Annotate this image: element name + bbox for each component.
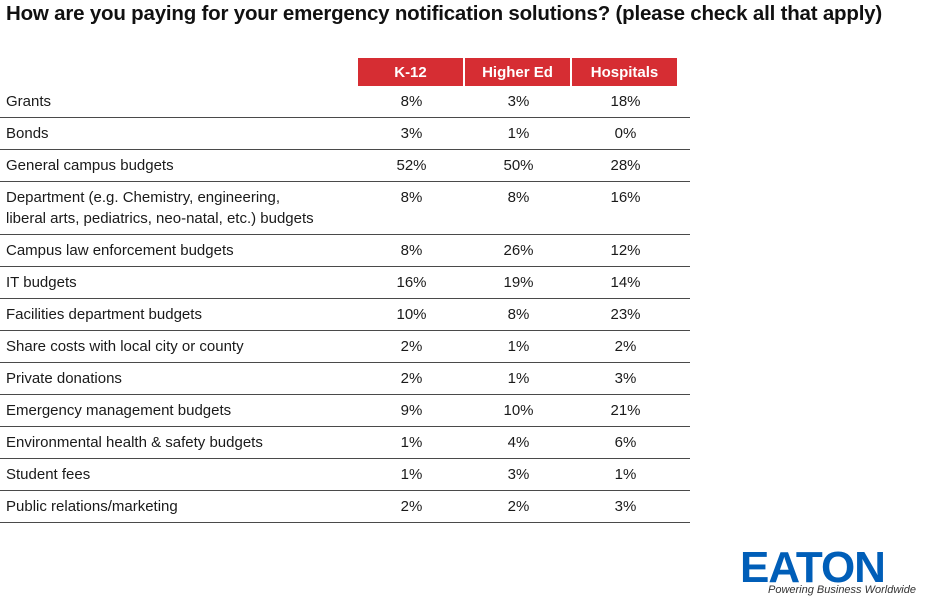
table-row: General campus budgets 52% 50% 28%	[0, 150, 690, 182]
row-label-line: liberal arts, pediatrics, neo-natal, etc…	[6, 210, 314, 227]
table-body: Grants 8% 3% 18% Bonds 3% 1% 0% General campus b…	[0, 86, 690, 523]
cell-hospitals: 14%	[610, 274, 641, 291]
table-row: Share costs with local city or county 2% 1…	[0, 331, 690, 363]
cell-higher-ed: 1%	[507, 370, 530, 387]
row-label-line: Facilities department budgets	[6, 306, 202, 323]
table-row: IT budgets 16% 19% 14%	[0, 267, 690, 299]
row-label: Public relations/marketing	[0, 491, 358, 522]
cell-k12: 8%	[400, 93, 423, 110]
row-label: Environmental health & safety budgets	[0, 427, 358, 458]
header-spacer	[0, 58, 358, 86]
cell-k12: 3%	[400, 125, 423, 142]
row-label-line: IT budgets	[6, 274, 77, 291]
cell-hospitals: 3%	[614, 370, 637, 387]
cell-k12: 52%	[396, 157, 427, 174]
row-label: Private donations	[0, 363, 358, 394]
column-header-higher-ed: Higher Ed	[465, 58, 570, 86]
row-label-line: Department (e.g. Chemistry, engineering,	[6, 189, 281, 206]
table-row: Facilities department budgets 10% 8% 23%	[0, 299, 690, 331]
row-label-line: Campus law enforcement budgets	[6, 242, 234, 259]
cell-hospitals: 21%	[610, 402, 641, 419]
cell-higher-ed: 3%	[507, 466, 530, 483]
cell-hospitals: 28%	[610, 157, 641, 174]
cell-higher-ed: 19%	[503, 274, 534, 291]
column-header-k12: K-12	[358, 58, 463, 86]
cell-hospitals: 16%	[610, 189, 641, 206]
row-label: Bonds	[0, 118, 358, 149]
row-label-line: Environmental health & safety budgets	[6, 434, 263, 451]
eaton-logo: EATON	[740, 543, 886, 592]
cell-k12: 10%	[396, 306, 427, 323]
cell-higher-ed: 50%	[503, 157, 534, 174]
cell-hospitals: 18%	[610, 93, 641, 110]
row-label-line: Private donations	[6, 370, 122, 387]
row-label: Campus law enforcement budgets	[0, 235, 358, 266]
cell-k12: 16%	[396, 274, 427, 291]
cell-higher-ed: 10%	[503, 402, 534, 419]
row-label: Share costs with local city or county	[0, 331, 358, 362]
cell-higher-ed: 1%	[507, 338, 530, 355]
row-label-line: General campus budgets	[6, 157, 174, 174]
table-row: Private donations 2% 1% 3%	[0, 363, 690, 395]
table-row: Public relations/marketing 2% 2% 3%	[0, 491, 690, 523]
cell-k12: 2%	[400, 498, 423, 515]
cell-higher-ed: 26%	[503, 242, 534, 259]
table-row: Department (e.g. Chemistry, engineering,…	[0, 182, 690, 235]
cell-hospitals: 3%	[614, 498, 637, 515]
cell-higher-ed: 4%	[507, 434, 530, 451]
table-row: Grants 8% 3% 18%	[0, 86, 690, 118]
cell-k12: 2%	[400, 338, 423, 355]
row-label: Grants	[0, 86, 358, 117]
cell-higher-ed: 3%	[507, 93, 530, 110]
cell-k12: 2%	[400, 370, 423, 387]
table-header: K-12 Higher Ed Hospitals	[0, 58, 690, 86]
cell-hospitals: 6%	[614, 434, 637, 451]
brand-tagline: Powering Business Worldwide	[768, 584, 916, 596]
page-title: How are you paying for your emergency no…	[6, 2, 883, 25]
cell-k12: 1%	[400, 466, 423, 483]
logo-wordmark: EATON	[740, 543, 885, 592]
cell-higher-ed: 1%	[507, 125, 530, 142]
cell-k12: 8%	[400, 189, 423, 206]
data-table: K-12 Higher Ed Hospitals Grants 8% 3% 18% Bo…	[0, 58, 690, 523]
row-label: Student fees	[0, 459, 358, 490]
cell-higher-ed: 8%	[507, 306, 530, 323]
table-row: Emergency management budgets 9% 10% 21%	[0, 395, 690, 427]
cell-k12: 9%	[400, 402, 423, 419]
cell-higher-ed: 8%	[507, 189, 530, 206]
row-label-line: Grants	[6, 93, 52, 110]
row-label: IT budgets	[0, 267, 358, 298]
row-label-line: Student fees	[6, 466, 91, 483]
cell-hospitals: 2%	[614, 338, 637, 355]
row-label: Department (e.g. Chemistry, engineering,…	[0, 182, 358, 234]
row-label-line: Share costs with local city or county	[6, 338, 244, 355]
cell-hospitals: 12%	[610, 242, 641, 259]
table-row: Student fees 1% 3% 1%	[0, 459, 690, 491]
cell-k12: 1%	[400, 434, 423, 451]
row-label: General campus budgets	[0, 150, 358, 181]
column-header-hospitals: Hospitals	[572, 58, 677, 86]
cell-hospitals: 23%	[610, 306, 641, 323]
table-row: Campus law enforcement budgets 8% 26% 12%	[0, 235, 690, 267]
row-label-line: Bonds	[6, 125, 49, 142]
row-label-line: Public relations/marketing	[6, 498, 178, 515]
cell-hospitals: 1%	[614, 466, 637, 483]
table-row: Bonds 3% 1% 0%	[0, 118, 690, 150]
row-label: Facilities department budgets	[0, 299, 358, 330]
cell-higher-ed: 2%	[507, 498, 530, 515]
table-row: Environmental health & safety budgets 1% 4…	[0, 427, 690, 459]
row-label: Emergency management budgets	[0, 395, 358, 426]
cell-hospitals: 0%	[614, 125, 637, 142]
row-label-line: Emergency management budgets	[6, 402, 232, 419]
cell-k12: 8%	[400, 242, 423, 259]
